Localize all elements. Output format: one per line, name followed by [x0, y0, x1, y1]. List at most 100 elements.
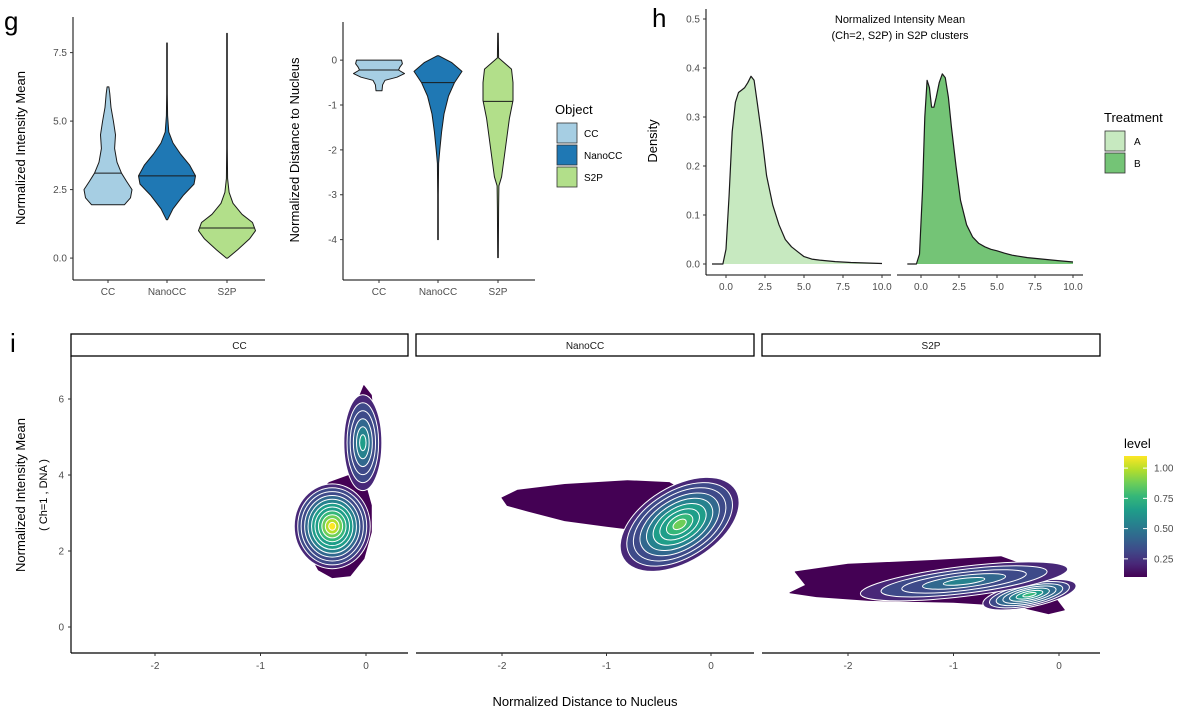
x-tick-label: CC — [101, 287, 115, 298]
violin-cc — [353, 59, 405, 92]
facet-strip-label: CC — [232, 341, 246, 352]
y-tick-label: 6 — [58, 395, 64, 406]
colorbar — [1124, 456, 1147, 577]
facet-strip-cc — [70, 333, 409, 357]
legend-swatch-a — [1104, 130, 1126, 152]
legend-title: Treatment — [1104, 110, 1163, 125]
colorbar-tick-label: 0.75 — [1154, 494, 1174, 505]
x-axis-title: Normalized Distance to Nucleus — [493, 694, 678, 709]
legend-label-cc: CC — [584, 129, 598, 140]
x-tick-label: -2 — [151, 661, 160, 672]
y-tick-label: 0.4 — [686, 64, 700, 75]
density-plot: Normalized Intensity Mean (Ch=2, S2P) in… — [645, 9, 1163, 293]
contour-level — [328, 521, 337, 531]
contour-level — [672, 518, 687, 531]
panel-label-i: i — [10, 328, 16, 358]
x-tick-label: 2.5 — [758, 282, 772, 293]
violin-nanocc — [413, 55, 463, 241]
y-axis-title: Normalized Intensity Mean — [13, 71, 28, 225]
legend-treatment: Treatment A B — [1104, 110, 1163, 174]
colorbar-tick-label: 0.50 — [1154, 524, 1174, 535]
legend-label-a: A — [1134, 137, 1141, 148]
facet-strip-label: NanoCC — [566, 341, 604, 352]
contour-level — [359, 434, 367, 452]
violin-cc — [83, 86, 133, 206]
y-tick-label: -3 — [328, 190, 337, 201]
facet-strip-nanocc — [415, 333, 755, 357]
y-tick-label: 0 — [331, 56, 337, 67]
legend-title: Object — [555, 102, 593, 117]
x-tick-label: 2.5 — [952, 282, 966, 293]
y-tick-label: -2 — [328, 145, 337, 156]
x-tick-label: -2 — [498, 661, 507, 672]
contour-level — [942, 576, 986, 586]
y-tick-label: 5.0 — [53, 117, 67, 128]
legend-label-b: B — [1134, 159, 1141, 170]
density-line-b — [907, 73, 1074, 265]
facet-strip-label: S2P — [922, 341, 941, 352]
y-tick-label: 0.2 — [686, 162, 700, 173]
density2d-facet-plot: Normalized Intensity Mean ( Ch=1 , DNA )… — [13, 333, 1174, 709]
colorbar-title: level — [1124, 436, 1151, 451]
x-tick-label: 7.5 — [1028, 282, 1042, 293]
y-tick-label: -1 — [328, 101, 337, 112]
y-tick-label: 0.1 — [686, 211, 700, 222]
x-tick-label: S2P — [489, 287, 508, 298]
panel-label-h: h — [652, 3, 666, 33]
legend-swatch-b — [1104, 152, 1126, 174]
x-tick-label: -2 — [844, 661, 853, 672]
y-axis-title: Normalized Distance to Nucleus — [287, 57, 302, 242]
x-tick-label: -1 — [602, 661, 611, 672]
x-tick-label: NanoCC — [148, 287, 186, 298]
colorbar-tick-label: 1.00 — [1154, 464, 1174, 475]
x-tick-label: 10.0 — [872, 282, 892, 293]
x-tick-label: 0 — [363, 661, 369, 672]
legend-object: Object CC NanoCC S2P — [555, 102, 622, 188]
violin-s2p — [482, 32, 514, 259]
violin-intensity-plot: Normalized Intensity Mean 0.0 2.5 5.0 7.5 CC… — [13, 17, 265, 298]
legend-swatch-nanocc — [556, 144, 578, 166]
density-area-a — [712, 76, 882, 264]
contour-level — [1022, 591, 1037, 598]
legend-swatch-cc — [556, 122, 578, 144]
y-axis-title: Normalized Intensity Mean — [13, 418, 28, 572]
y-axis-title: Density — [645, 119, 660, 163]
y-tick-label: 0.0 — [686, 260, 700, 271]
x-tick-label: 7.5 — [836, 282, 850, 293]
x-tick-label: NanoCC — [419, 287, 457, 298]
panel-label-g: g — [4, 6, 18, 36]
x-tick-label: 0 — [708, 661, 714, 672]
colorbar-legend: level — [1124, 436, 1151, 577]
legend-label-s2p: S2P — [584, 173, 603, 184]
y-tick-label: 0.0 — [53, 254, 67, 265]
y-tick-label: 7.5 — [53, 48, 67, 59]
y-axis-subtitle: ( Ch=1 , DNA ) — [38, 459, 50, 531]
legend-swatch-s2p — [556, 166, 578, 188]
x-tick-label: 5.0 — [797, 282, 811, 293]
y-tick-label: -4 — [328, 235, 337, 246]
violin-s2p — [198, 32, 256, 259]
y-tick-label: 0.3 — [686, 113, 700, 124]
density-area-b — [907, 73, 1073, 265]
x-tick-label: 0.0 — [719, 282, 733, 293]
x-tick-label: CC — [372, 287, 386, 298]
y-tick-label: 0.5 — [686, 15, 700, 26]
x-tick-label: 0.0 — [914, 282, 928, 293]
x-tick-label: 10.0 — [1063, 282, 1083, 293]
density-line-a — [712, 75, 883, 265]
y-tick-label: 0 — [58, 623, 64, 634]
y-tick-label: 2.5 — [53, 185, 67, 196]
facet-strip-s2p — [761, 333, 1101, 357]
y-tick-label: 2 — [58, 547, 64, 558]
x-tick-label: 5.0 — [990, 282, 1004, 293]
x-tick-label: -1 — [949, 661, 958, 672]
violin-nanocc — [138, 42, 196, 221]
legend-label-nanocc: NanoCC — [584, 151, 622, 162]
x-tick-label: S2P — [218, 287, 237, 298]
chart-subtitle: (Ch=2, S2P) in S2P clusters — [831, 30, 969, 42]
x-tick-label: -1 — [256, 661, 265, 672]
violin-distance-plot: Normalized Distance to Nucleus Object CC… — [287, 22, 622, 298]
y-tick-label: 4 — [58, 471, 64, 482]
x-tick-label: 0 — [1056, 661, 1062, 672]
